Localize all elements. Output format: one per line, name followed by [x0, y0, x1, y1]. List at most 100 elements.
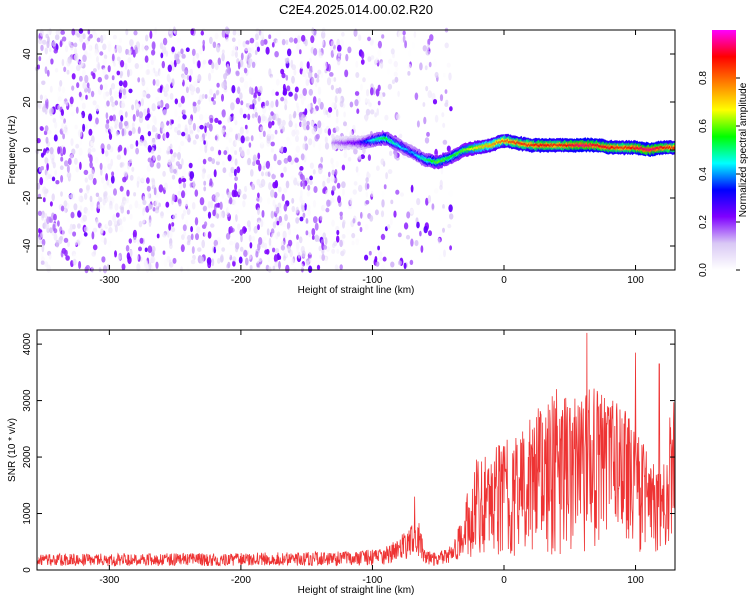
spectrogram-cell — [111, 106, 116, 111]
spectrogram-cell — [184, 127, 189, 135]
spectrogram-cell — [233, 168, 237, 177]
spectrogram-cell — [322, 180, 326, 188]
spectrogram-cell — [145, 86, 149, 94]
spectrogram-cell — [69, 154, 74, 159]
spectrogram-cell — [208, 123, 213, 132]
spectrogram-cell — [214, 195, 219, 203]
spectrogram-cell — [138, 139, 143, 146]
spectrogram-cell — [356, 108, 360, 114]
spectrogram-cell — [357, 34, 362, 41]
spectrogram-cell — [442, 204, 445, 210]
spectrogram-cell — [324, 142, 330, 150]
spectrogram-cell — [70, 111, 75, 117]
spectrogram-cell — [114, 90, 118, 99]
spectrogram-cell — [448, 189, 454, 197]
spectrogram-cell — [89, 195, 93, 202]
spectrogram-cell — [317, 86, 322, 95]
spectrogram-cell — [285, 39, 289, 45]
spectrogram-cell — [380, 61, 384, 69]
colorbar-tick-label: 0.4 — [698, 167, 709, 181]
spectrogram-cell — [308, 138, 313, 146]
spectrogram-cell — [318, 245, 322, 252]
spectrogram-cell — [122, 176, 127, 183]
spectrogram-cell — [104, 195, 108, 203]
spectrogram-cell — [304, 143, 309, 151]
spectrogram-cell — [428, 230, 432, 237]
spectrogram-cell — [92, 177, 97, 186]
spectrogram-cell — [99, 51, 104, 56]
spectrogram-cell — [317, 126, 323, 135]
colorbar-ticks: 0.0 0.2 0.4 0.6 0.8 — [698, 71, 740, 277]
spectrogram-cell — [91, 147, 96, 153]
spectrogram-cell — [425, 197, 429, 206]
spectrogram-cell — [91, 231, 95, 240]
spectrogram-cell — [196, 104, 201, 112]
spectrogram-cell — [274, 51, 279, 58]
spectrogram-cell — [122, 88, 127, 96]
spectrogram-cell — [234, 158, 238, 166]
spectrogram-cell — [115, 166, 119, 174]
spectrogram-cell — [188, 162, 193, 169]
spectrogram-cell — [321, 31, 326, 39]
spectrogram-cell — [109, 96, 114, 103]
spectrogram-cell — [44, 157, 49, 165]
spectrogram-cell — [249, 265, 253, 270]
spectrogram-cell — [411, 42, 415, 49]
spectrogram-cell — [267, 129, 272, 137]
spectrogram-cell — [232, 256, 237, 262]
spectrogram-cell — [335, 88, 340, 94]
spectrogram-cell — [118, 178, 122, 183]
spectrogram-cell — [280, 96, 285, 102]
spectrogram-cell — [312, 108, 317, 115]
spectrogram-cell — [226, 253, 231, 258]
spectrogram-cell — [439, 230, 443, 237]
spectrogram-cell — [347, 204, 353, 210]
spectrogram-cell — [149, 160, 155, 168]
spectrogram-cell — [172, 214, 177, 220]
spectrogram-cell — [124, 111, 128, 118]
spectrogram-cell — [296, 35, 301, 43]
spectrogram-cell — [409, 208, 414, 215]
spectrogram-cell — [194, 189, 199, 197]
snr-x-ticks: -300 -200 -100 0 100 — [99, 330, 644, 586]
spectrogram-cell — [168, 27, 172, 35]
spectrogram-cell — [122, 80, 128, 88]
spectrogram-cell — [74, 240, 78, 246]
spectrogram-cell — [88, 94, 91, 100]
spectrogram-cell — [193, 105, 197, 114]
spectrogram-cell — [364, 97, 368, 103]
spectrogram-cell — [110, 175, 115, 184]
spectrogram-cell — [134, 63, 139, 69]
spectrogram-cell — [53, 49, 58, 54]
spectrogram-cell — [136, 238, 140, 245]
spectrogram-cell — [218, 149, 222, 156]
spectrogram-cell — [143, 108, 148, 117]
spectrogram-cell — [83, 169, 89, 175]
spectrogram-cell — [240, 234, 243, 243]
spectrogram-cell — [195, 87, 201, 94]
spectrogram-cell — [173, 168, 177, 174]
spectrogram-cell — [272, 199, 276, 207]
spectrogram-cell — [221, 53, 225, 62]
spectrogram-cell — [114, 171, 118, 180]
spectrogram-cell — [193, 54, 197, 63]
spectrogram-cell — [103, 165, 107, 173]
spectrogram-cell — [169, 243, 173, 250]
spectrogram-cell — [62, 100, 66, 107]
spectrogram-cell — [385, 172, 388, 180]
spectrogram-cell — [197, 74, 202, 82]
spectrogram-cell — [335, 126, 340, 132]
spectrogram-cell — [119, 73, 123, 79]
spectrogram-cell — [302, 181, 306, 190]
spectrogram-cell — [140, 98, 144, 107]
spectrogram-cell — [445, 99, 449, 105]
spectrogram-cell — [214, 32, 219, 40]
spectrogram-cell — [434, 114, 439, 123]
spectrogram-cell — [442, 227, 445, 233]
spectrogram-cell — [121, 66, 125, 73]
spectrogram-cell — [60, 191, 63, 197]
x-tick-label: 0 — [501, 575, 507, 586]
spectrogram-cell — [68, 194, 73, 199]
spectrogram-cell — [94, 156, 99, 164]
spectrogram-cell — [277, 231, 281, 237]
